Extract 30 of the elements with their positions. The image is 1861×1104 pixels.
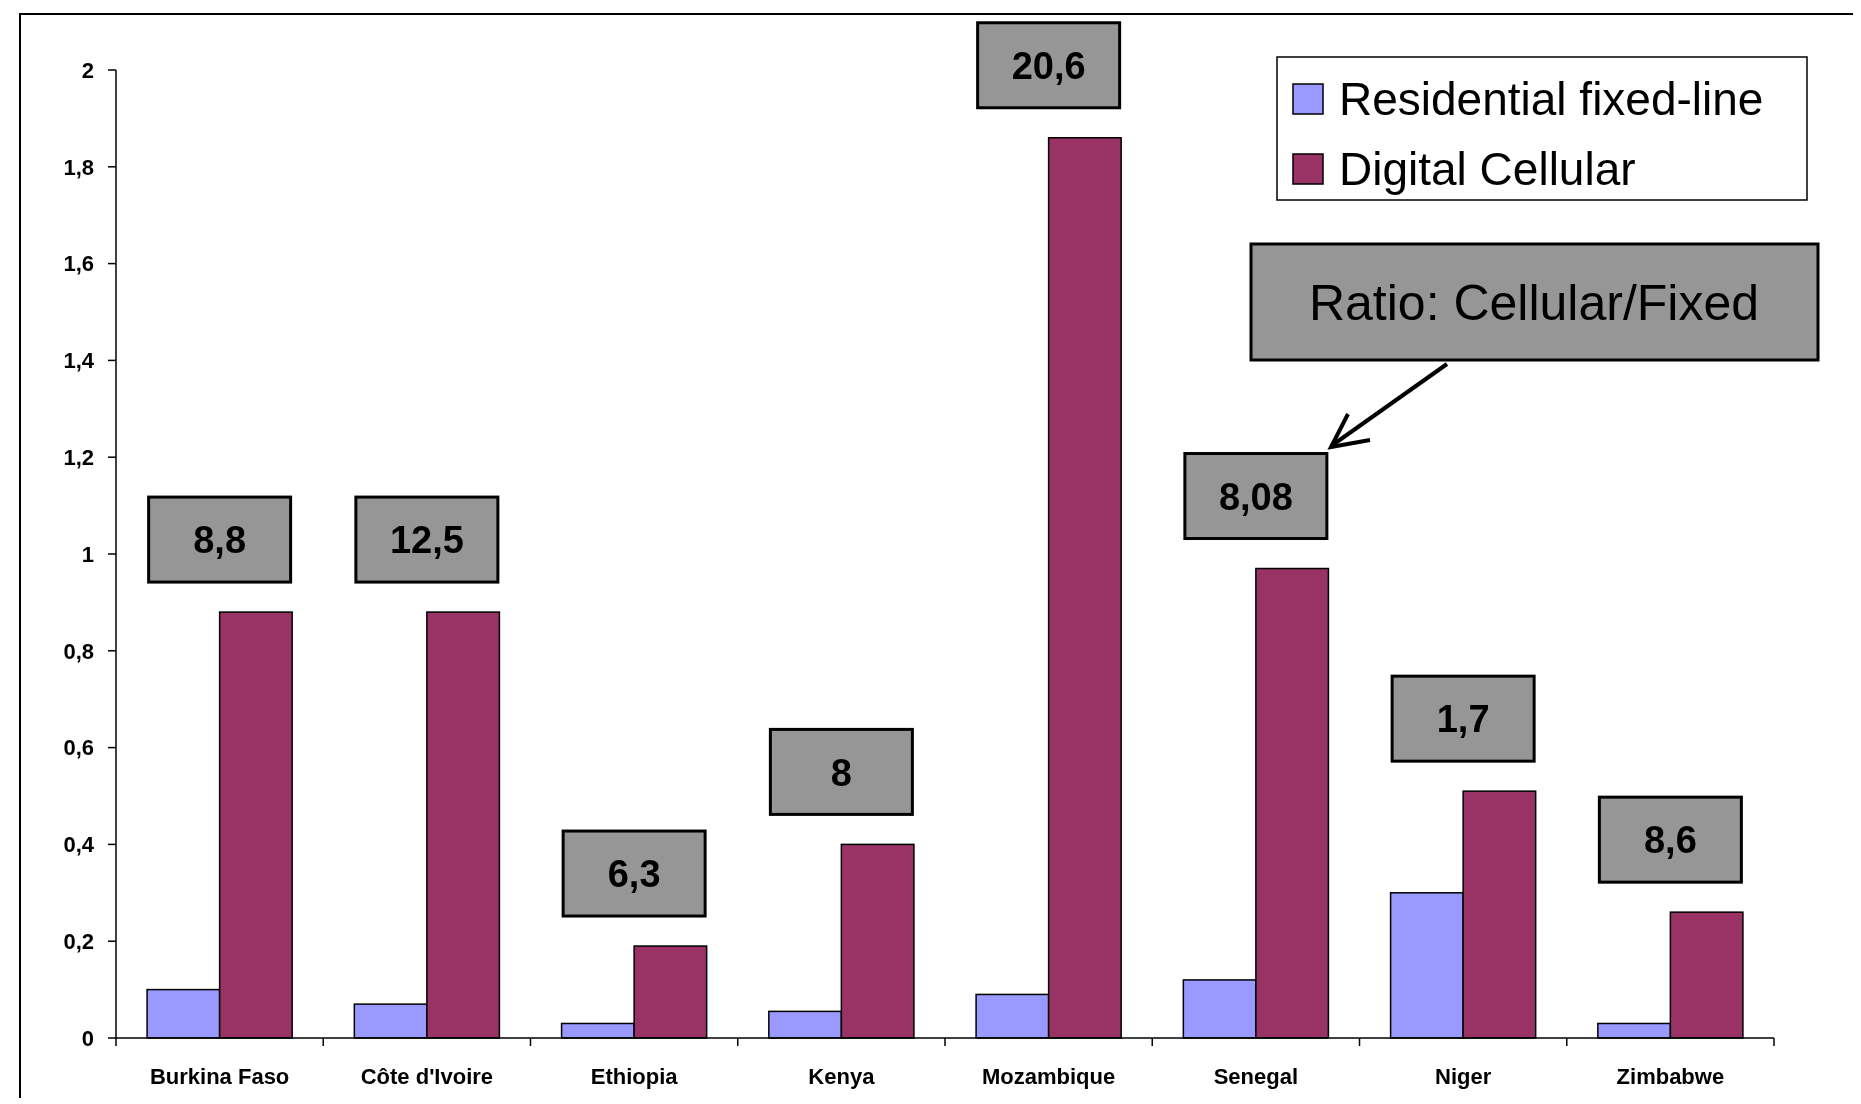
y-tick-label: 1,2 xyxy=(63,444,94,470)
x-tick-label: Zimbabwe xyxy=(1616,1064,1725,1089)
x-tick-label: Senegal xyxy=(1213,1064,1299,1089)
y-tick-label: 1,4 xyxy=(63,348,95,374)
x-tick-label: Burkina Faso xyxy=(149,1064,290,1089)
annotation: 8,08 xyxy=(1218,475,1293,518)
y-tick-label: 1,6 xyxy=(63,251,94,277)
annotation: Ratio: Cellular/Fixed xyxy=(1308,274,1760,331)
x-tick-label: Côte d'Ivoire xyxy=(360,1064,494,1089)
annotation: 20,6 xyxy=(1011,45,1086,88)
y-tick-label: 2 xyxy=(81,57,94,83)
x-tick-label: Kenya xyxy=(808,1064,876,1089)
y-tick-label: 0,8 xyxy=(63,638,94,664)
y-tick-label: 0,2 xyxy=(63,928,94,954)
y-tick-label: 0 xyxy=(81,1025,94,1051)
y-tick-label: 1 xyxy=(81,541,94,567)
annotation: 8,8 xyxy=(193,519,247,562)
y-tick-label: 0,6 xyxy=(63,735,94,761)
x-tick-label: Ethiopia xyxy=(590,1064,679,1089)
legend-label: Residential fixed-line xyxy=(1339,73,1764,126)
annotation: 6,3 xyxy=(607,853,661,896)
y-tick-label: 0,4 xyxy=(63,832,95,858)
annotation: 8 xyxy=(830,751,852,794)
annotation: 1,7 xyxy=(1436,698,1490,741)
x-tick-label: Mozambique xyxy=(982,1064,1116,1089)
legend-label: Digital Cellular xyxy=(1339,143,1636,196)
x-tick-label: Niger xyxy=(1435,1064,1492,1089)
annotation: 12,5 xyxy=(389,519,464,562)
y-tick-label: 1,8 xyxy=(63,154,94,180)
annotation: 8,6 xyxy=(1643,819,1697,862)
